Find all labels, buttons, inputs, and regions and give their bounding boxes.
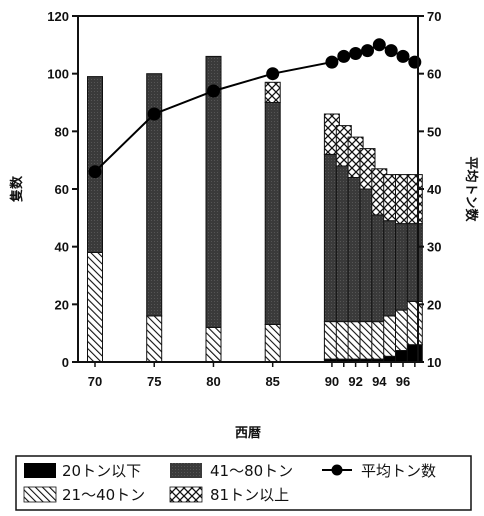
line-point — [325, 55, 339, 69]
left-tick-label: 100 — [47, 67, 69, 82]
left-tick-label: 60 — [55, 182, 69, 197]
left-axis-ticks: 0 20 40 60 80 100 120 — [47, 9, 78, 370]
legend-label-81t: 81トン以上 — [210, 486, 289, 504]
x-tick-label: 90 — [325, 374, 339, 389]
x-tick-label: 75 — [147, 374, 161, 389]
line-point — [266, 67, 280, 81]
line-group — [88, 38, 422, 179]
bar-segment — [146, 315, 163, 363]
legend-line-marker — [331, 464, 343, 476]
x-axis-ticks: 70 75 80 85 90 92 94 96 — [88, 362, 416, 389]
left-tick-label: 80 — [55, 124, 69, 139]
right-tick-label: 20 — [427, 297, 441, 312]
bar-segment — [264, 324, 281, 363]
right-tick-label: 30 — [427, 240, 441, 255]
legend-frame — [15, 455, 472, 511]
legend-label-avg-tonnage: 平均トン数 — [361, 462, 436, 480]
legend-label-20t: 20トン以下 — [62, 462, 141, 480]
line-point — [88, 165, 102, 179]
line-point — [396, 49, 410, 63]
right-axis-ticks: 10 20 30 40 50 60 70 — [418, 9, 441, 370]
line-point — [349, 47, 363, 60]
x-tick-label: 85 — [265, 374, 279, 389]
bar-segment — [205, 55, 222, 328]
bar-segment — [406, 223, 423, 302]
x-tick-label: 80 — [206, 374, 220, 389]
x-tick-label: 94 — [372, 374, 387, 389]
legend-label-41-80t: 41〜80トン — [210, 462, 293, 480]
x-axis-title: 西暦 — [235, 426, 261, 441]
bars-group — [87, 55, 423, 363]
legend-label-21-40t: 21〜40トン — [62, 486, 145, 504]
line-point — [337, 49, 351, 63]
right-tick-label: 70 — [427, 9, 441, 24]
legend-swatch-20t — [24, 463, 56, 478]
right-tick-label: 40 — [427, 182, 441, 197]
right-tick-label: 50 — [427, 124, 441, 139]
line-point — [207, 84, 220, 98]
x-tick-label: 70 — [88, 374, 102, 389]
x-tick-label: 96 — [396, 374, 410, 389]
bar-segment — [264, 102, 281, 325]
left-tick-label: 40 — [55, 240, 69, 255]
legend-swatch-41-80t — [170, 463, 202, 478]
y-axis-left-title: 隻数 — [9, 175, 25, 203]
bar-segment — [406, 174, 423, 225]
right-tick-label: 60 — [427, 67, 441, 82]
line-point — [147, 107, 161, 121]
bar-segment — [205, 326, 222, 363]
bar-segment — [87, 76, 103, 253]
bar-segment — [406, 300, 423, 346]
line-point — [372, 38, 386, 52]
legend: 20トン以下 41〜80トン 平均トン数 21〜40トン 81トン以上 — [15, 455, 472, 511]
legend-swatch-21-40t — [23, 486, 57, 503]
bar-segment — [87, 251, 103, 363]
legend-swatch-81t — [169, 486, 203, 503]
bar-segment — [264, 81, 281, 104]
bar-segment — [406, 344, 423, 363]
bar-segment — [146, 73, 163, 317]
right-tick-label: 10 — [427, 355, 441, 370]
line-point — [408, 55, 422, 69]
line-point — [384, 44, 398, 58]
left-tick-label: 120 — [47, 9, 69, 24]
line-point — [361, 44, 374, 58]
left-tick-label: 20 — [55, 297, 69, 312]
x-tick-label: 92 — [348, 374, 362, 389]
left-tick-label: 0 — [62, 355, 69, 370]
y-axis-right-title: 平均トン数 — [463, 156, 479, 222]
